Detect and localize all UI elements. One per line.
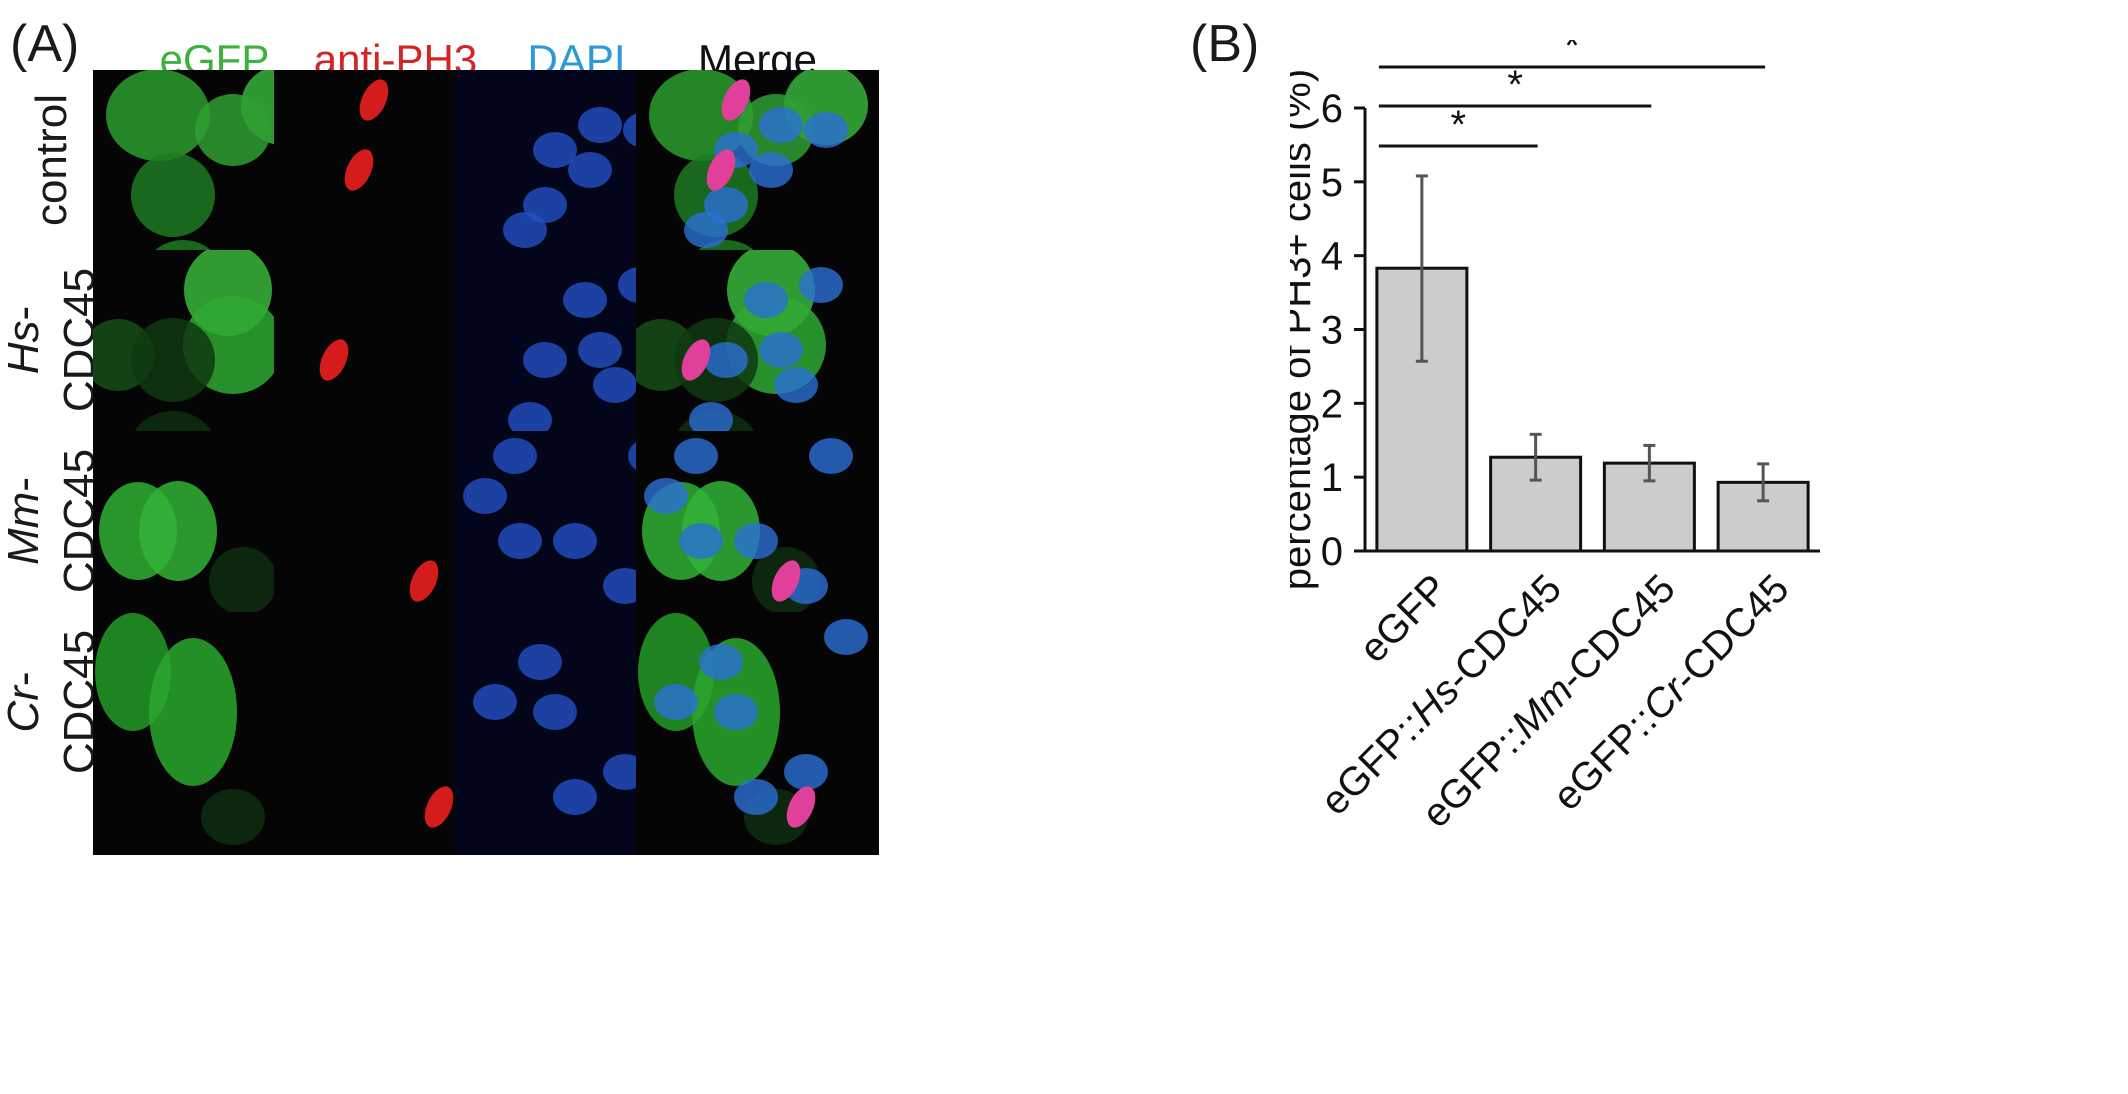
row-label-control-text: control bbox=[27, 93, 77, 227]
significance-star-1: * bbox=[1507, 63, 1523, 107]
row-label-mm-species: Mm bbox=[0, 491, 48, 565]
scale-bar bbox=[1043, 1070, 1098, 1078]
y-tick-label-2: 2 bbox=[1321, 382, 1343, 426]
row-label-hs-dash: - bbox=[0, 305, 48, 321]
category-label-0: eGFP bbox=[1351, 566, 1456, 671]
significance-star-0: * bbox=[1450, 103, 1466, 147]
micrograph-merge-row4 bbox=[636, 612, 879, 855]
row-label-control: control bbox=[0, 70, 104, 250]
y-tick-label-1: 1 bbox=[1321, 456, 1343, 500]
y-tick-label-5: 5 bbox=[1321, 161, 1343, 205]
bar-0 bbox=[1375, 266, 1469, 553]
row-label-cr: Cr- CDC45 bbox=[0, 612, 104, 792]
micrograph-image bbox=[636, 612, 879, 855]
row-label-hs: Hs- CDC45 bbox=[0, 250, 104, 430]
row-label-cr-dash: - bbox=[0, 671, 48, 687]
panel-b-letter: (B) bbox=[1190, 15, 1260, 73]
y-tick-label-4: 4 bbox=[1321, 235, 1343, 279]
row-label-cr-species: Cr bbox=[0, 686, 48, 733]
panel-a-letter: (A) bbox=[10, 15, 80, 73]
row-label-mm-dash: - bbox=[0, 477, 48, 492]
row-label-hs-species: Hs bbox=[0, 320, 48, 375]
y-axis-label: percentage of PH3+ cells (%) bbox=[1290, 69, 1319, 590]
significance-star-2: * bbox=[1564, 40, 1580, 68]
y-tick-label-3: 3 bbox=[1321, 309, 1343, 353]
y-tick-label-6: 6 bbox=[1321, 87, 1343, 131]
row-label-mm: Mm- CDC45 bbox=[0, 431, 104, 611]
y-tick-label-0: 0 bbox=[1321, 530, 1343, 574]
